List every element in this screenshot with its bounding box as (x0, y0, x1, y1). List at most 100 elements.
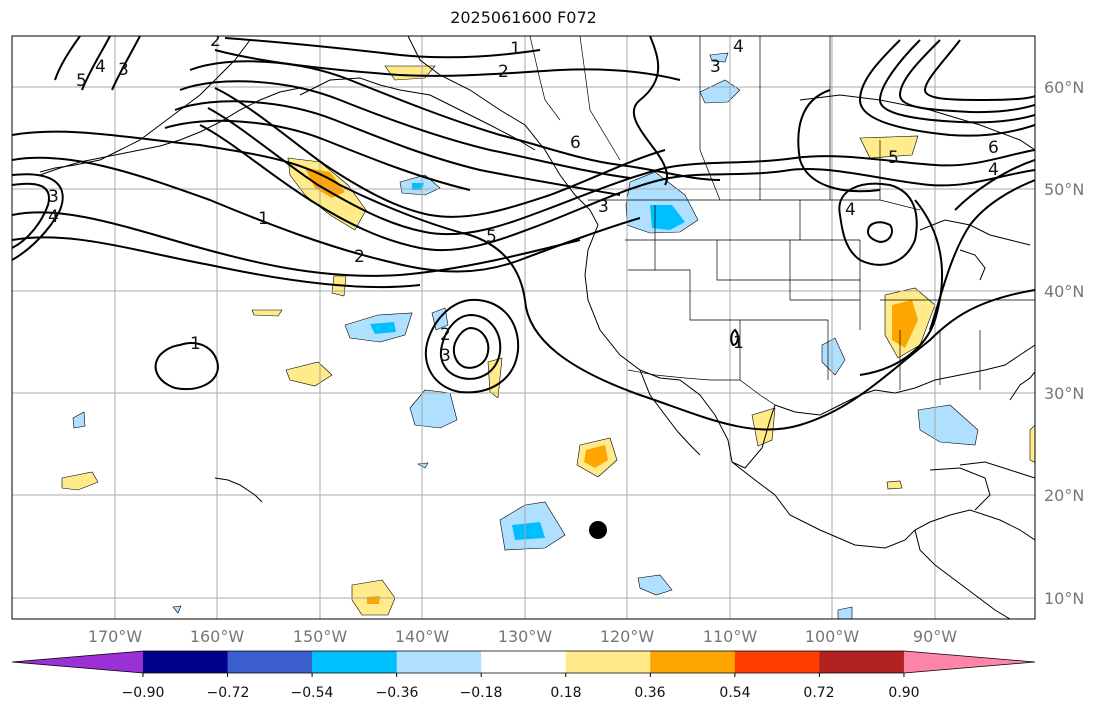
contour-label: 1 (190, 334, 201, 354)
contour-label: 4 (845, 200, 856, 220)
colorbar-tick-label: 0.54 (719, 685, 750, 701)
contour-label: 3 (48, 187, 59, 207)
contour-jet-5 (199, 124, 1035, 252)
colorbar-tick-label: −0.72 (207, 685, 250, 701)
contour-low-ring-1 (424, 298, 520, 394)
longitude-label: 130°W (498, 627, 553, 646)
contour-label: 1 (510, 39, 521, 59)
contour-west-2 (12, 182, 50, 249)
contour-jet-3 (174, 100, 621, 196)
colorbar-tick-label: 0.72 (803, 685, 834, 701)
longitude-labels: 170°W 160°W 150°W 140°W 130°W 120°W 110°… (88, 627, 957, 646)
latitude-label: 10°N (1044, 589, 1084, 608)
alaska-canada-border (529, 36, 561, 121)
contour-label: 3 (598, 197, 609, 217)
contour-label: 6 (570, 133, 581, 153)
contour-jet-6 (207, 107, 1035, 236)
strong-negative-anomaly-area (412, 183, 424, 190)
contour-jet-7 (214, 87, 666, 218)
positive-anomaly-area (859, 135, 919, 159)
longitude-label: 120°W (600, 627, 655, 646)
contour-east-5 (954, 159, 1035, 211)
colorbar-segment (734, 651, 820, 673)
state-borders (625, 36, 1035, 390)
longitude-label: 160°W (190, 627, 245, 646)
colorbar-tick-label: −0.18 (460, 685, 503, 701)
colorbar-segment (481, 651, 567, 673)
cuba-coastline (959, 461, 1035, 479)
contour-lines (12, 36, 1035, 431)
mexico-yucatan (929, 467, 991, 511)
map-title: 2025061600 F072 (450, 8, 597, 27)
central-america-coastline (914, 529, 1011, 619)
contour-east-ring (838, 182, 918, 266)
colorbar-extension-low (12, 651, 143, 673)
strong-negative-anomaly-area (650, 205, 685, 230)
contour-label: 2 (210, 31, 221, 51)
strong-positive-anomaly-area (305, 168, 345, 198)
contour-east-ring-inner (866, 221, 893, 244)
contour-low-ring-2 (440, 313, 502, 380)
contour-north-2 (214, 49, 681, 81)
contour-labels: 1 2 3 4 6 5 6 4 4 3 5 2 1 3 4 3 5 4 2 1 … (48, 31, 999, 366)
contour-jet-2 (179, 80, 631, 179)
contour-ne-2 (878, 39, 1035, 124)
contour-label: 4 (48, 207, 59, 227)
contour-label: 2 (354, 247, 365, 267)
negative-anomaly-area (837, 606, 853, 619)
contour-line-3 (12, 211, 581, 277)
latitude-label: 40°N (1044, 282, 1084, 301)
location-dot (589, 521, 607, 539)
contour-jet-4 (164, 119, 471, 191)
contour-label: 1 (733, 333, 744, 353)
contour-ne-4 (923, 39, 1035, 102)
colorbar-tick-labels: −0.90 −0.72 −0.54 −0.36 −0.18 0.18 0.36 … (122, 685, 920, 701)
contour-west-1 (12, 173, 64, 261)
colorbar (11, 650, 1036, 677)
hawaii-islands (214, 477, 263, 503)
strong-negative-anomaly-area (512, 522, 545, 540)
contour-west-4 (81, 36, 111, 91)
strong-negative-anomaly-area (370, 322, 396, 334)
positive-anomaly-area (751, 407, 776, 447)
contour-label: 3 (440, 346, 451, 366)
colorbar-tick-label: −0.54 (291, 685, 334, 701)
negative-anomaly-area (709, 52, 729, 63)
colorbar-segment (227, 651, 313, 673)
colorbar-extension-high (903, 651, 1035, 673)
negative-anomaly-area (917, 404, 979, 446)
colorbar-segment (650, 651, 736, 673)
strong-positive-anomaly-area (367, 596, 380, 604)
contour-label: 6 (988, 138, 999, 158)
contour-label: 2 (498, 62, 509, 82)
contour-east-mid (859, 199, 944, 376)
negative-anomaly-area (172, 605, 182, 614)
colorbar-segment (565, 651, 651, 673)
contour-line-4 (12, 236, 421, 289)
contour-small-mark (730, 328, 739, 347)
longitude-label: 110°W (703, 627, 758, 646)
contour-label: 3 (710, 57, 721, 77)
strong-positive-anomaly-area (584, 445, 608, 468)
baja-coastline (639, 369, 701, 456)
contour-line-2 (12, 156, 641, 273)
contour-label: 4 (95, 57, 106, 77)
latitude-label: 50°N (1044, 180, 1084, 199)
map-frame (11, 35, 1036, 620)
longitude-label: 90°W (913, 627, 957, 646)
latitude-label: 20°N (1044, 486, 1084, 505)
contour-label: 3 (118, 60, 129, 80)
contour-west-5 (111, 36, 141, 91)
political-borders (529, 36, 1035, 406)
florida-coastline (1009, 371, 1035, 401)
longitude-label: 170°W (88, 627, 143, 646)
colorbar-tick-label: −0.36 (376, 685, 419, 701)
contour-low-ring-3 (452, 326, 490, 369)
positive-anomaly-area (251, 309, 283, 317)
contour-label: 5 (486, 227, 497, 247)
longitude-label: 150°W (293, 627, 348, 646)
gulf-coastline (731, 461, 1035, 549)
colorbar-tick-label: 0.36 (634, 685, 665, 701)
contour-north-1 (224, 37, 541, 59)
